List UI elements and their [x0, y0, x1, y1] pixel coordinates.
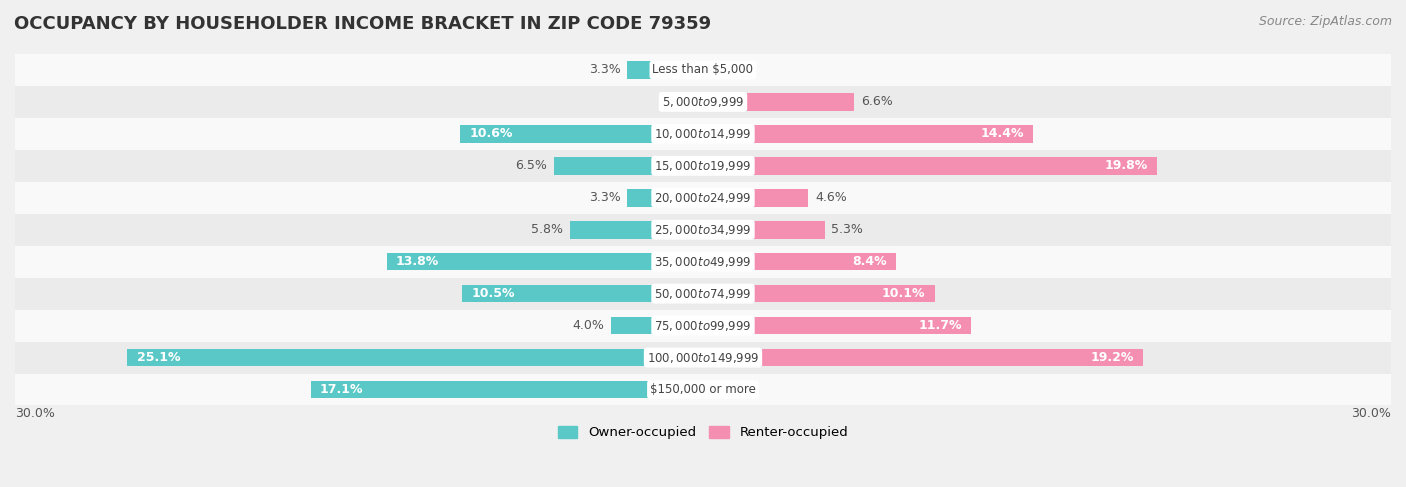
Bar [554, 157, 703, 175]
Text: $10,000 to $14,999: $10,000 to $14,999 [654, 127, 752, 141]
Bar [15, 214, 1391, 246]
Text: 4.0%: 4.0% [572, 319, 605, 332]
Text: $25,000 to $34,999: $25,000 to $34,999 [654, 223, 752, 237]
Bar [703, 125, 1033, 143]
Bar [15, 246, 1391, 278]
Bar [703, 285, 935, 302]
Bar [15, 118, 1391, 150]
Legend: Owner-occupied, Renter-occupied: Owner-occupied, Renter-occupied [553, 421, 853, 445]
Text: Less than $5,000: Less than $5,000 [652, 63, 754, 76]
Text: 17.1%: 17.1% [321, 383, 364, 396]
Text: 3.3%: 3.3% [589, 63, 620, 76]
Text: $15,000 to $19,999: $15,000 to $19,999 [654, 159, 752, 173]
Text: OCCUPANCY BY HOUSEHOLDER INCOME BRACKET IN ZIP CODE 79359: OCCUPANCY BY HOUSEHOLDER INCOME BRACKET … [14, 15, 711, 33]
Bar [15, 310, 1391, 341]
Text: $5,000 to $9,999: $5,000 to $9,999 [662, 95, 744, 109]
Text: 14.4%: 14.4% [980, 128, 1024, 140]
Bar [627, 61, 703, 79]
Text: 25.1%: 25.1% [136, 351, 180, 364]
Text: 6.6%: 6.6% [862, 95, 893, 109]
Text: $35,000 to $49,999: $35,000 to $49,999 [654, 255, 752, 269]
Text: $20,000 to $24,999: $20,000 to $24,999 [654, 191, 752, 205]
Text: 10.5%: 10.5% [471, 287, 515, 300]
Text: 0.0%: 0.0% [713, 383, 744, 396]
Bar [703, 221, 824, 239]
Bar [703, 157, 1157, 175]
Bar [703, 317, 972, 335]
Bar [460, 125, 703, 143]
Bar [569, 221, 703, 239]
Text: $100,000 to $149,999: $100,000 to $149,999 [647, 351, 759, 365]
Text: 8.4%: 8.4% [852, 255, 886, 268]
Bar [15, 278, 1391, 310]
Bar [612, 317, 703, 335]
Text: 3.3%: 3.3% [589, 191, 620, 204]
Bar [15, 182, 1391, 214]
Text: 4.6%: 4.6% [815, 191, 848, 204]
Bar [703, 93, 855, 111]
Bar [703, 189, 808, 206]
Text: $50,000 to $74,999: $50,000 to $74,999 [654, 287, 752, 300]
Text: Source: ZipAtlas.com: Source: ZipAtlas.com [1258, 15, 1392, 28]
Text: $150,000 or more: $150,000 or more [650, 383, 756, 396]
Bar [387, 253, 703, 270]
Bar [627, 189, 703, 206]
Text: $75,000 to $99,999: $75,000 to $99,999 [654, 318, 752, 333]
Text: 10.6%: 10.6% [470, 128, 512, 140]
Text: 19.8%: 19.8% [1105, 159, 1147, 172]
Bar [311, 381, 703, 398]
Bar [15, 374, 1391, 406]
Text: 6.5%: 6.5% [515, 159, 547, 172]
Bar [463, 285, 703, 302]
Text: 13.8%: 13.8% [395, 255, 439, 268]
Bar [703, 253, 896, 270]
Text: 30.0%: 30.0% [1351, 407, 1391, 420]
Bar [15, 341, 1391, 374]
Bar [15, 54, 1391, 86]
Text: 10.1%: 10.1% [882, 287, 925, 300]
Text: 5.3%: 5.3% [831, 223, 863, 236]
Text: 19.2%: 19.2% [1091, 351, 1135, 364]
Bar [128, 349, 703, 366]
Text: 5.8%: 5.8% [531, 223, 564, 236]
Bar [15, 150, 1391, 182]
Bar [703, 349, 1143, 366]
Text: 0.0%: 0.0% [713, 63, 744, 76]
Text: 30.0%: 30.0% [15, 407, 55, 420]
Text: 11.7%: 11.7% [918, 319, 962, 332]
Text: 0.0%: 0.0% [662, 95, 693, 109]
Bar [15, 86, 1391, 118]
